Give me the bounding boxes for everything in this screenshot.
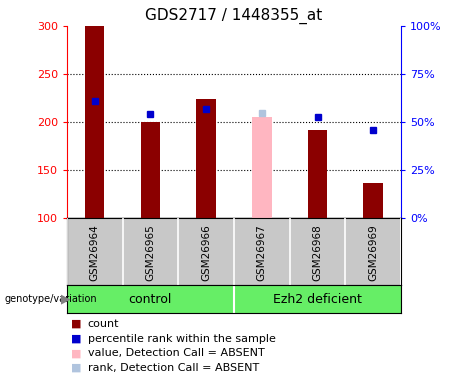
Text: ■: ■ (71, 319, 82, 329)
Text: GSM26965: GSM26965 (145, 224, 155, 281)
Text: ■: ■ (71, 348, 82, 358)
Text: ▶: ▶ (61, 292, 71, 306)
Text: GSM26968: GSM26968 (313, 224, 323, 281)
Text: genotype/variation: genotype/variation (5, 294, 97, 304)
Text: GSM26964: GSM26964 (90, 224, 100, 281)
Text: percentile rank within the sample: percentile rank within the sample (88, 334, 276, 344)
Title: GDS2717 / 1448355_at: GDS2717 / 1448355_at (145, 7, 323, 24)
Bar (141, 122, 160, 218)
Bar (308, 129, 327, 218)
Bar (252, 117, 272, 218)
Text: Ezh2 deficient: Ezh2 deficient (273, 292, 362, 306)
Bar (363, 183, 383, 218)
Text: rank, Detection Call = ABSENT: rank, Detection Call = ABSENT (88, 363, 259, 373)
Text: GSM26969: GSM26969 (368, 224, 378, 281)
Text: ■: ■ (71, 363, 82, 373)
Bar (85, 26, 105, 218)
Text: count: count (88, 319, 119, 329)
Bar (196, 99, 216, 218)
Text: GSM26966: GSM26966 (201, 224, 211, 281)
Text: ■: ■ (71, 334, 82, 344)
Text: control: control (129, 292, 172, 306)
Text: value, Detection Call = ABSENT: value, Detection Call = ABSENT (88, 348, 264, 358)
Text: GSM26967: GSM26967 (257, 224, 267, 281)
